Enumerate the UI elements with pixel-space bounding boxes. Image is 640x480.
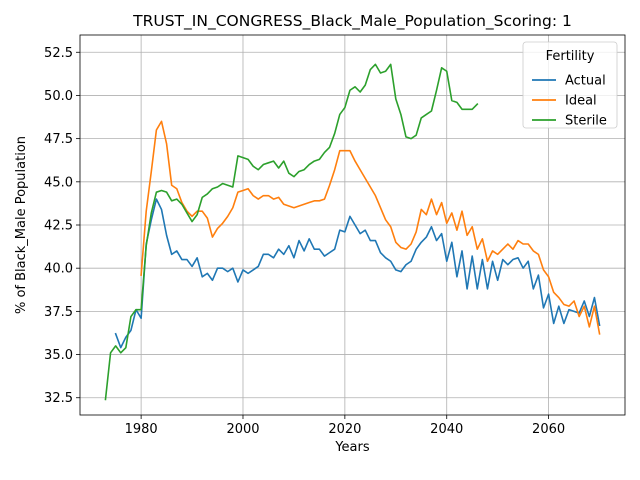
y-tick-label: 40.0 [44,262,73,277]
legend-title: Fertility [546,49,595,64]
y-tick-label: 52.5 [44,46,73,61]
legend-label-ideal: Ideal [565,94,597,109]
x-tick-label: 2020 [328,422,361,437]
y-tick-label: 32.5 [44,391,73,406]
x-tick-label: 1980 [125,422,158,437]
chart-title: TRUST_IN_CONGRESS_Black_Male_Population_… [132,12,572,31]
y-tick-label: 47.5 [44,132,73,147]
y-tick-label: 50.0 [44,89,73,104]
legend: Fertility Actual Ideal Sterile [523,42,617,129]
x-axis-label: Years [334,440,370,455]
y-axis-label: % of Black_Male Population [14,136,29,314]
y-tick-label: 37.5 [44,305,73,320]
y-tick-label: 45.0 [44,175,73,190]
legend-label-actual: Actual [565,74,606,89]
y-tick-label: 35.0 [44,348,73,363]
x-tick-label: 2040 [430,422,463,437]
legend-label-sterile: Sterile [565,114,607,129]
x-tick-label: 2000 [226,422,259,437]
y-tick-label: 42.5 [44,219,73,234]
x-tick-label: 2060 [532,422,565,437]
